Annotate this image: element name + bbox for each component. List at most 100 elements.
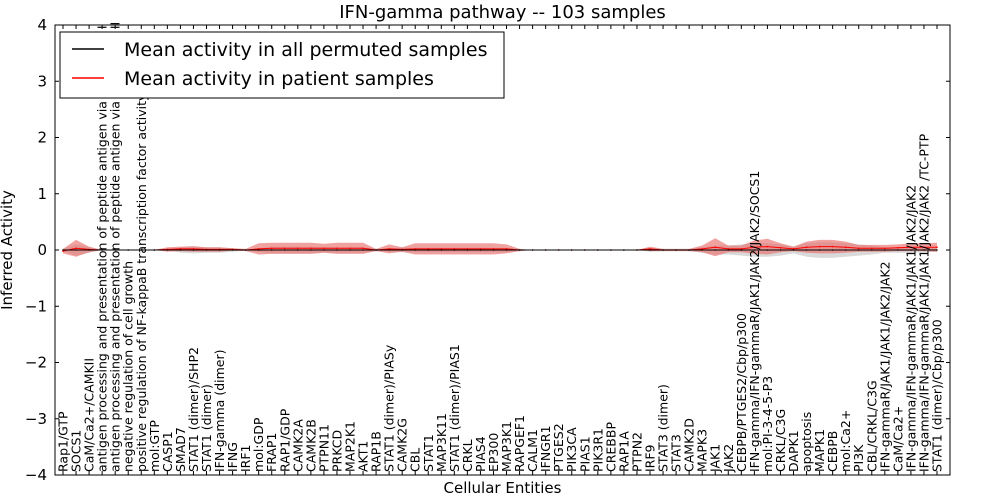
y-tick-label: −1 <box>25 297 47 315</box>
y-tick-label: 3 <box>37 72 47 90</box>
data-point-patient <box>440 248 443 250</box>
data-point-permuted <box>884 249 886 251</box>
y-tick-label: −3 <box>25 410 47 428</box>
x-tick-label: DAPK1 <box>786 430 801 472</box>
data-point-permuted <box>871 249 873 251</box>
y-tick-label: −2 <box>25 354 47 372</box>
data-point-permuted <box>166 249 169 251</box>
data-point-permuted <box>466 249 469 251</box>
x-tick-label: CAMK2D <box>682 418 697 472</box>
y-tick-label: 2 <box>37 129 47 147</box>
data-point-patient <box>871 247 873 250</box>
data-point-permuted <box>897 249 899 251</box>
data-point-permuted <box>531 249 534 251</box>
x-tick-label: PIAS1 <box>577 436 592 472</box>
y-tick-label: 0 <box>37 241 47 259</box>
data-point-permuted <box>675 249 677 251</box>
data-point-permuted <box>597 249 599 251</box>
x-tick-label: STAT3 (dimer) <box>656 384 671 472</box>
data-point-permuted <box>610 249 612 251</box>
data-point-permuted <box>257 249 260 251</box>
x-tick-label: MAPK1 <box>812 429 827 472</box>
data-point-permuted <box>88 249 90 251</box>
data-point-permuted <box>492 249 495 251</box>
x-tick-label: IFNGR1 <box>538 425 553 472</box>
x-tick-label: STAT1 (dimer)/SHP2 <box>186 347 201 472</box>
x-tick-label: FRAP1 <box>264 433 279 472</box>
data-point-permuted <box>336 249 338 251</box>
data-point-permuted <box>557 249 560 251</box>
data-point-permuted <box>910 249 912 251</box>
data-point-patient <box>857 247 860 250</box>
data-point-permuted <box>140 249 143 251</box>
data-point-patient <box>649 248 651 250</box>
data-point-permuted <box>297 249 299 251</box>
x-tick-label: PIK3R1 <box>590 428 605 472</box>
data-point-patient <box>492 248 495 250</box>
data-point-patient <box>270 247 273 250</box>
x-tick-label: mol:GTP <box>147 420 162 472</box>
data-point-permuted <box>818 249 821 251</box>
data-point-permuted <box>714 249 716 251</box>
x-tick-label: STAT1 (dimer)/Cbp/p300 <box>930 319 945 472</box>
data-point-permuted <box>936 249 938 251</box>
x-tick-label: IFN-gamma (dimer) <box>212 350 227 473</box>
x-tick-label: STAT1 (dimer)/PIASy <box>382 344 397 472</box>
data-point-permuted <box>779 249 782 251</box>
x-tick-label: AKT1 <box>356 441 371 472</box>
data-point-permuted <box>740 249 743 251</box>
x-axis-title: Cellular Entities <box>444 479 562 497</box>
data-point-permuted <box>544 249 547 251</box>
x-tick-label: SMAD7 <box>173 427 188 472</box>
x-tick-label: CEBPB <box>825 431 840 472</box>
legend-label-patient: Mean activity in patient samples <box>124 68 434 90</box>
data-point-patient <box>453 248 456 250</box>
data-point-patient <box>753 246 756 248</box>
data-point-patient <box>936 246 938 248</box>
x-tick-label: RAP1/GDP <box>277 408 292 472</box>
x-tick-label: CEBPB/PTGES2/Cbp/p300 <box>734 313 749 472</box>
x-tick-label: CBL/CRKL/C3G <box>864 380 879 472</box>
x-tick-label: IFN-gamma/IFN-gammaR/JAK1/JAK1/JAK2/JAK2… <box>917 133 932 472</box>
x-tick-label: CRKL/C3G <box>773 409 788 472</box>
x-tick-label: antigen processing and presentation of p… <box>95 25 110 472</box>
x-tick-label: IFN-gamma/IFN-gammaR/JAK1/JAK2/JAK2/SOCS… <box>747 171 762 472</box>
data-point-permuted <box>244 249 247 251</box>
data-point-patient <box>310 247 312 250</box>
data-point-patient <box>740 248 743 250</box>
x-tick-label: IFN-gamma/IFN-gammaR/JAK1/JAK1/JAK2/JAK2 <box>903 185 918 472</box>
data-point-permuted <box>623 249 625 251</box>
data-point-permuted <box>518 249 521 251</box>
x-tick-label: apoptosis <box>799 412 814 472</box>
x-tick-label: PRKCD <box>329 430 344 472</box>
data-point-patient <box>362 247 364 250</box>
y-tick-label: 4 <box>37 16 47 34</box>
x-tick-label: STAT3 <box>669 434 684 472</box>
data-point-patient <box>818 245 821 248</box>
data-point-permuted <box>310 249 312 251</box>
data-point-permuted <box>636 249 638 251</box>
data-point-permuted <box>662 249 664 251</box>
series-lines <box>62 245 938 252</box>
y-axis: −4 −3 −2 −1 0 1 2 3 4 <box>25 16 950 484</box>
data-point-permuted <box>349 249 351 251</box>
data-point-permuted <box>192 249 195 251</box>
data-point-permuted <box>153 249 156 251</box>
data-point-patient <box>779 247 782 249</box>
data-point-permuted <box>479 249 482 251</box>
x-tick-label: EP300 <box>486 433 501 472</box>
x-tick-label: MAPK3 <box>695 429 710 472</box>
data-point-permuted <box>923 249 925 251</box>
data-point-patient <box>714 246 716 248</box>
data-point-permuted <box>831 249 834 251</box>
data-point-permuted <box>362 249 364 251</box>
data-point-permuted <box>231 249 234 251</box>
data-point-permuted <box>440 249 443 251</box>
data-point-patient <box>766 245 769 248</box>
legend-box <box>59 31 505 99</box>
x-tick-label: PTGES2 <box>551 423 566 472</box>
x-tick-label: IRF1 <box>238 444 253 472</box>
x-tick-label: IFN-gammaR/JAK1/JAK1/JAK2/JAK2 <box>877 261 892 472</box>
data-point-patient <box>701 248 703 250</box>
